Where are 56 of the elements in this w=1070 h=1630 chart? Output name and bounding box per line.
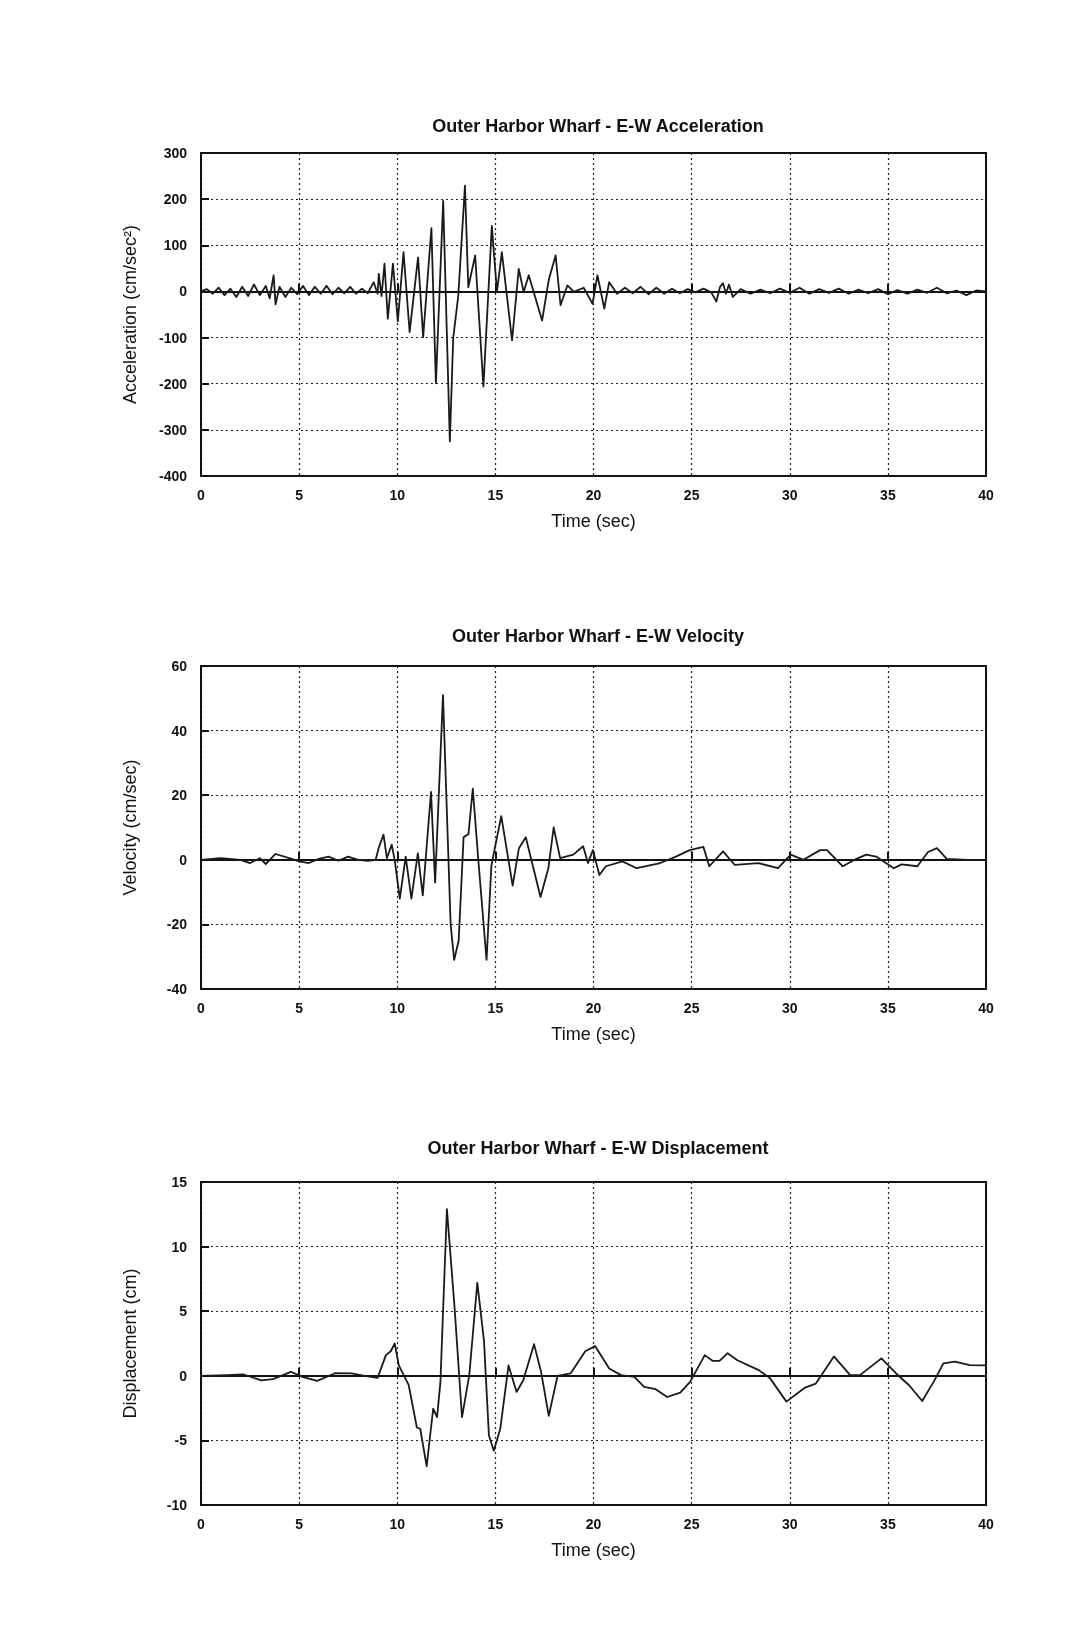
y-tick-label: 200 bbox=[163, 191, 188, 208]
x-tick-label: 15 bbox=[487, 487, 504, 503]
chart-title: Outer Harbor Wharf - E-W Displacement bbox=[427, 1138, 769, 1158]
x-tick-label: 30 bbox=[781, 1000, 798, 1016]
x-tick-label: 20 bbox=[585, 1516, 602, 1532]
x-tick-label: 0 bbox=[197, 1516, 206, 1532]
x-tick-label: 25 bbox=[683, 1516, 700, 1532]
chart-title: Outer Harbor Wharf - E-W Velocity bbox=[451, 626, 745, 646]
y-tick-label: -20 bbox=[166, 916, 188, 933]
x-tick-label: 5 bbox=[295, 1516, 304, 1532]
x-tick-label: 20 bbox=[585, 1000, 602, 1016]
y-tick-label: 5 bbox=[179, 1303, 188, 1320]
x-tick-label: 35 bbox=[880, 1516, 896, 1532]
x-tick-label: 10 bbox=[389, 487, 406, 503]
x-tick-label: 25 bbox=[683, 1000, 700, 1016]
y-tick-label: 40 bbox=[171, 722, 188, 739]
x-tick-label: 5 bbox=[295, 1000, 304, 1016]
y-tick-label: -100 bbox=[158, 329, 188, 346]
x-tick-label: 15 bbox=[487, 1516, 504, 1532]
x-tick-label: 0 bbox=[197, 1000, 206, 1016]
x-tick-label: 5 bbox=[295, 487, 304, 503]
y-tick-label: -10 bbox=[166, 1497, 188, 1513]
y-tick-label: -200 bbox=[158, 375, 188, 392]
y-tick-label: 20 bbox=[171, 787, 188, 804]
y-tick-label: -5 bbox=[174, 1432, 188, 1449]
x-tick-label: 25 bbox=[683, 487, 700, 503]
y-tick-label: 60 bbox=[171, 658, 188, 674]
y-tick-label: 10 bbox=[171, 1238, 188, 1255]
x-tick-label: 40 bbox=[978, 1516, 994, 1532]
x-axis-title: Time (sec) bbox=[551, 1024, 636, 1044]
y-tick-label: -40 bbox=[166, 981, 188, 997]
x-tick-label: 10 bbox=[389, 1516, 406, 1532]
x-axis-title: Time (sec) bbox=[551, 511, 636, 531]
y-tick-label: -300 bbox=[158, 421, 188, 438]
y-tick-label: 15 bbox=[171, 1174, 188, 1190]
y-tick-label: -400 bbox=[158, 468, 188, 484]
x-tick-label: 0 bbox=[197, 487, 206, 503]
y-tick-label: 0 bbox=[179, 851, 188, 868]
x-tick-label: 40 bbox=[978, 487, 994, 503]
x-tick-label: 30 bbox=[781, 487, 798, 503]
y-tick-label: 300 bbox=[163, 145, 188, 161]
y-tick-label: 100 bbox=[163, 237, 188, 254]
x-axis-title: Time (sec) bbox=[551, 1540, 636, 1560]
x-tick-label: 15 bbox=[487, 1000, 504, 1016]
x-tick-label: 10 bbox=[389, 1000, 406, 1016]
x-tick-label: 20 bbox=[585, 487, 602, 503]
y-axis-title: Displacement (cm) bbox=[120, 1268, 140, 1419]
y-axis-title: Velocity (cm/sec) bbox=[120, 759, 140, 896]
y-tick-label: 0 bbox=[179, 1367, 188, 1384]
x-tick-label: 35 bbox=[880, 1000, 896, 1016]
x-tick-label: 40 bbox=[978, 1000, 994, 1016]
x-tick-label: 35 bbox=[880, 487, 896, 503]
y-tick-label: 0 bbox=[179, 283, 188, 300]
x-tick-label: 30 bbox=[781, 1516, 798, 1532]
chart-title: Outer Harbor Wharf - E-W Acceleration bbox=[432, 116, 764, 136]
y-axis-title: Acceleration (cm/sec²) bbox=[120, 224, 140, 405]
